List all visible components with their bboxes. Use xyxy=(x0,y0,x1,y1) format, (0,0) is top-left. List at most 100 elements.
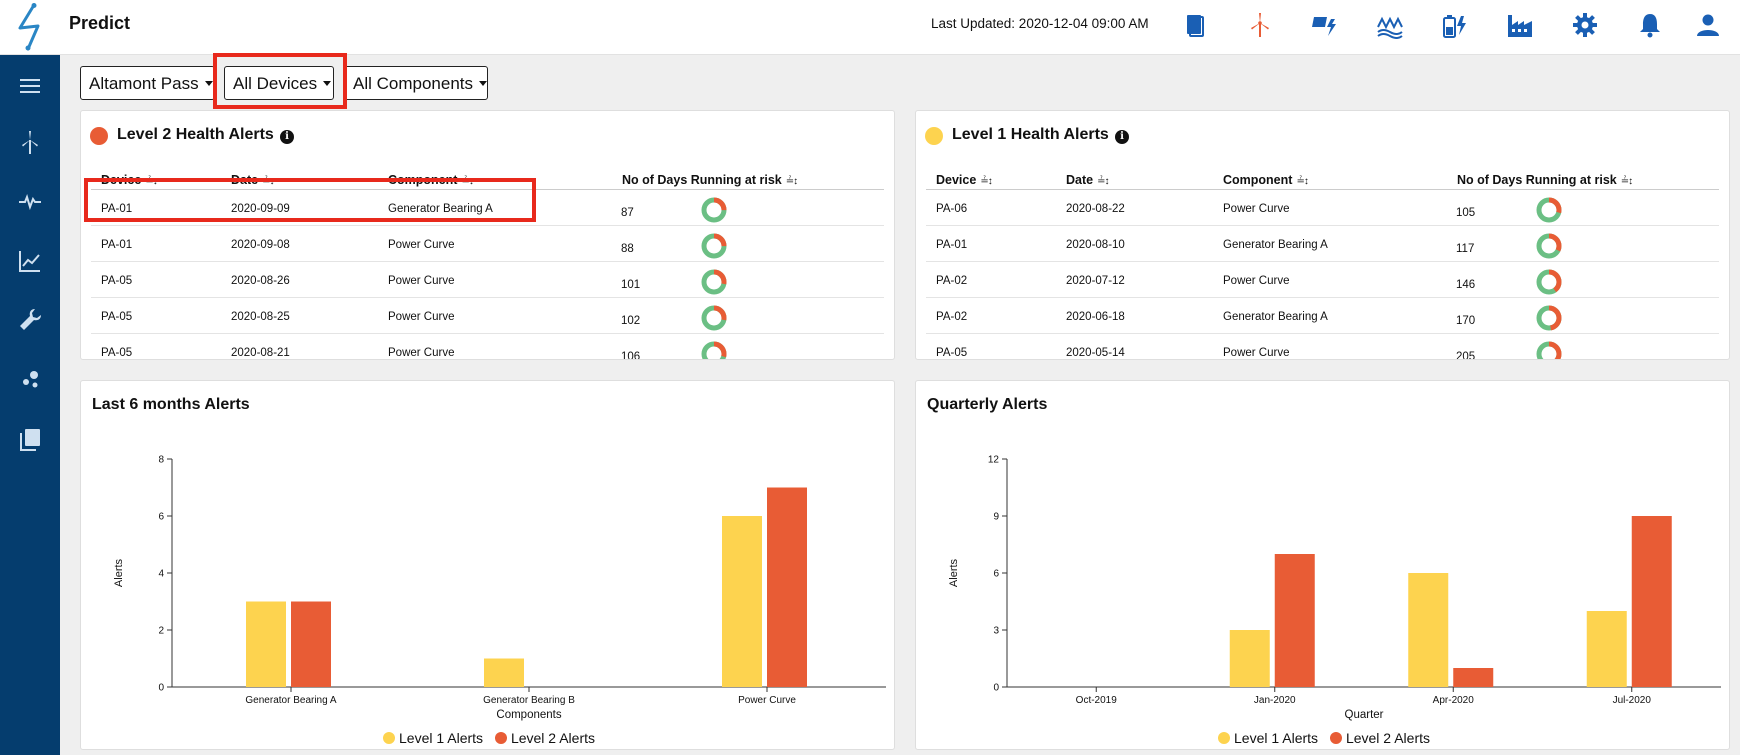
book-icon[interactable] xyxy=(1181,11,1209,39)
y-tick-label: 9 xyxy=(993,512,999,523)
hydro-icon[interactable] xyxy=(1376,11,1404,39)
library-icon[interactable] xyxy=(16,425,44,453)
risk-donut-icon xyxy=(1536,197,1562,223)
level2-col-date-label: Date xyxy=(231,173,259,187)
scatter-icon[interactable] xyxy=(16,365,44,393)
level1-col-device[interactable]: Device ≟↕ xyxy=(936,173,993,187)
table-row[interactable]: PA-05 2020-08-26 Power Curve 101 xyxy=(91,262,884,298)
level2-col-component[interactable]: Component ≟↕ xyxy=(388,173,474,187)
wrench-icon[interactable] xyxy=(16,306,44,334)
cell-component: Power Curve xyxy=(388,275,455,287)
cell-days: 88 xyxy=(621,243,634,255)
level2-col-device[interactable]: Device ≟↕ xyxy=(101,173,158,187)
top-bar: Predict Last Updated: 2020-12-04 09:00 A… xyxy=(0,0,1740,55)
table-row[interactable]: PA-01 2020-09-09 Generator Bearing A 87 xyxy=(91,190,884,226)
table-row[interactable]: PA-05 2020-05-14 Power Curve 205 xyxy=(926,334,1719,360)
risk-donut-icon xyxy=(1536,341,1562,359)
factory-icon[interactable] xyxy=(1506,11,1534,39)
cell-component: Power Curve xyxy=(1223,203,1290,215)
y-tick-label: 3 xyxy=(993,626,999,637)
table-row[interactable]: PA-06 2020-08-22 Power Curve 105 xyxy=(926,190,1719,226)
wind-turbine-icon[interactable] xyxy=(1246,11,1274,39)
level2-col-days[interactable]: No of Days Running at risk ≟↕ xyxy=(622,173,798,187)
level1-col-component-label: Component xyxy=(1223,173,1293,187)
bell-icon[interactable] xyxy=(1636,11,1664,39)
y-axis-label: Alerts xyxy=(113,558,125,587)
level1-col-days[interactable]: No of Days Running at risk ≟↕ xyxy=(1457,173,1633,187)
y-tick-label: 6 xyxy=(158,512,164,523)
table-row[interactable]: PA-05 2020-08-25 Power Curve 102 xyxy=(91,298,884,334)
risk-donut-icon xyxy=(1536,305,1562,331)
legend-item-level1: Level 1 Alerts xyxy=(1218,730,1318,746)
cell-device: PA-01 xyxy=(936,239,968,251)
cell-device: PA-05 xyxy=(101,347,133,359)
cell-component: Power Curve xyxy=(1223,275,1290,287)
level1-col-date[interactable]: Date ≟↕ xyxy=(1066,173,1110,187)
cell-device: PA-02 xyxy=(936,275,968,287)
chart2-title: Quarterly Alerts xyxy=(927,396,1048,413)
legend-swatch-level2 xyxy=(494,732,507,744)
level2-panel-title: Level 2 Health Alerts xyxy=(117,126,274,143)
cell-days: 146 xyxy=(1456,279,1476,291)
table-row[interactable]: PA-02 2020-07-12 Power Curve 146 xyxy=(926,262,1719,298)
cell-device: PA-01 xyxy=(101,239,133,251)
sidebar xyxy=(0,55,60,755)
cell-date: 2020-08-21 xyxy=(231,347,290,359)
y-tick-label: 0 xyxy=(993,683,999,694)
level2-col-component-label: Component xyxy=(388,173,458,187)
y-axis-label: Alerts xyxy=(948,558,960,587)
pulse-icon[interactable] xyxy=(16,188,44,216)
cell-days: 205 xyxy=(1456,351,1476,360)
table-header-divider xyxy=(91,189,884,190)
bar-level1 xyxy=(246,601,286,687)
cell-date: 2020-07-12 xyxy=(1066,275,1125,287)
sort-icon: ≟↕ xyxy=(1296,176,1308,187)
info-icon[interactable]: i xyxy=(280,130,294,144)
legend-item-level1: Level 1 Alerts xyxy=(383,730,483,746)
site-dropdown[interactable]: Altamont Pass xyxy=(80,66,215,100)
level2-col-device-label: Device xyxy=(101,173,142,187)
bar-level1 xyxy=(1408,573,1449,687)
legend-label-level2: Level 2 Alerts xyxy=(1345,730,1431,746)
line-chart-icon[interactable] xyxy=(16,247,44,275)
table-row[interactable]: PA-01 2020-09-08 Power Curve 88 xyxy=(91,226,884,262)
cell-component: Power Curve xyxy=(388,347,455,359)
quarterly-bar-chart: 0 3 6 9 12 Oct-2019 Jan-2020 Apr-2020 Jul-2020 Qu… xyxy=(948,455,1721,721)
cell-days: 170 xyxy=(1456,315,1476,327)
last-6-months-bar-chart: 0 2 4 6 8 Generator Bearing A Generator Bearin… xyxy=(113,455,886,721)
chart1-title: Last 6 months Alerts xyxy=(92,396,250,413)
devices-dropdown[interactable]: All Devices xyxy=(224,66,334,100)
bar-level1 xyxy=(722,516,762,687)
menu-icon[interactable] xyxy=(16,72,44,100)
devices-dropdown-label: All Devices xyxy=(233,74,318,93)
cell-date: 2020-08-26 xyxy=(231,275,290,287)
cell-component: Generator Bearing A xyxy=(1223,239,1328,251)
level1-col-component[interactable]: Component ≟↕ xyxy=(1223,173,1309,187)
app-logo-icon[interactable] xyxy=(8,2,54,52)
risk-donut-icon xyxy=(701,197,727,223)
legend-label-level2: Level 2 Alerts xyxy=(510,730,596,746)
wind-turbine-icon[interactable] xyxy=(16,128,44,156)
table-row[interactable]: PA-05 2020-08-21 Power Curve 106 xyxy=(91,334,884,359)
risk-donut-icon xyxy=(701,233,727,259)
cell-date: 2020-09-09 xyxy=(231,203,290,215)
cell-date: 2020-08-10 xyxy=(1066,239,1125,251)
x-tick-label: Apr-2020 xyxy=(1433,695,1475,706)
table-row[interactable]: PA-02 2020-06-18 Generator Bearing A 170 xyxy=(926,298,1719,334)
settings-gear-icon[interactable] xyxy=(1571,11,1599,39)
table-row[interactable]: PA-01 2020-08-10 Generator Bearing A 117 xyxy=(926,226,1719,262)
cell-device: PA-01 xyxy=(101,203,133,215)
level2-col-date[interactable]: Date ≟↕ xyxy=(231,173,275,187)
cell-component: Power Curve xyxy=(1223,347,1290,359)
user-icon[interactable] xyxy=(1694,11,1722,39)
battery-icon[interactable] xyxy=(1441,11,1469,39)
risk-donut-icon xyxy=(701,269,727,295)
components-dropdown[interactable]: All Components xyxy=(344,66,488,100)
cell-device: PA-05 xyxy=(101,311,133,323)
level1-alerts-panel: Level 1 Health Alerts i Device ≟↕ Date ≟↕ … xyxy=(915,110,1730,360)
sort-icon: ≟↕ xyxy=(1097,176,1109,187)
x-tick-label: Generator Bearing A xyxy=(245,695,336,706)
info-icon[interactable]: i xyxy=(1115,130,1129,144)
solar-power-icon[interactable] xyxy=(1311,11,1339,39)
bar-level1 xyxy=(1586,611,1627,687)
